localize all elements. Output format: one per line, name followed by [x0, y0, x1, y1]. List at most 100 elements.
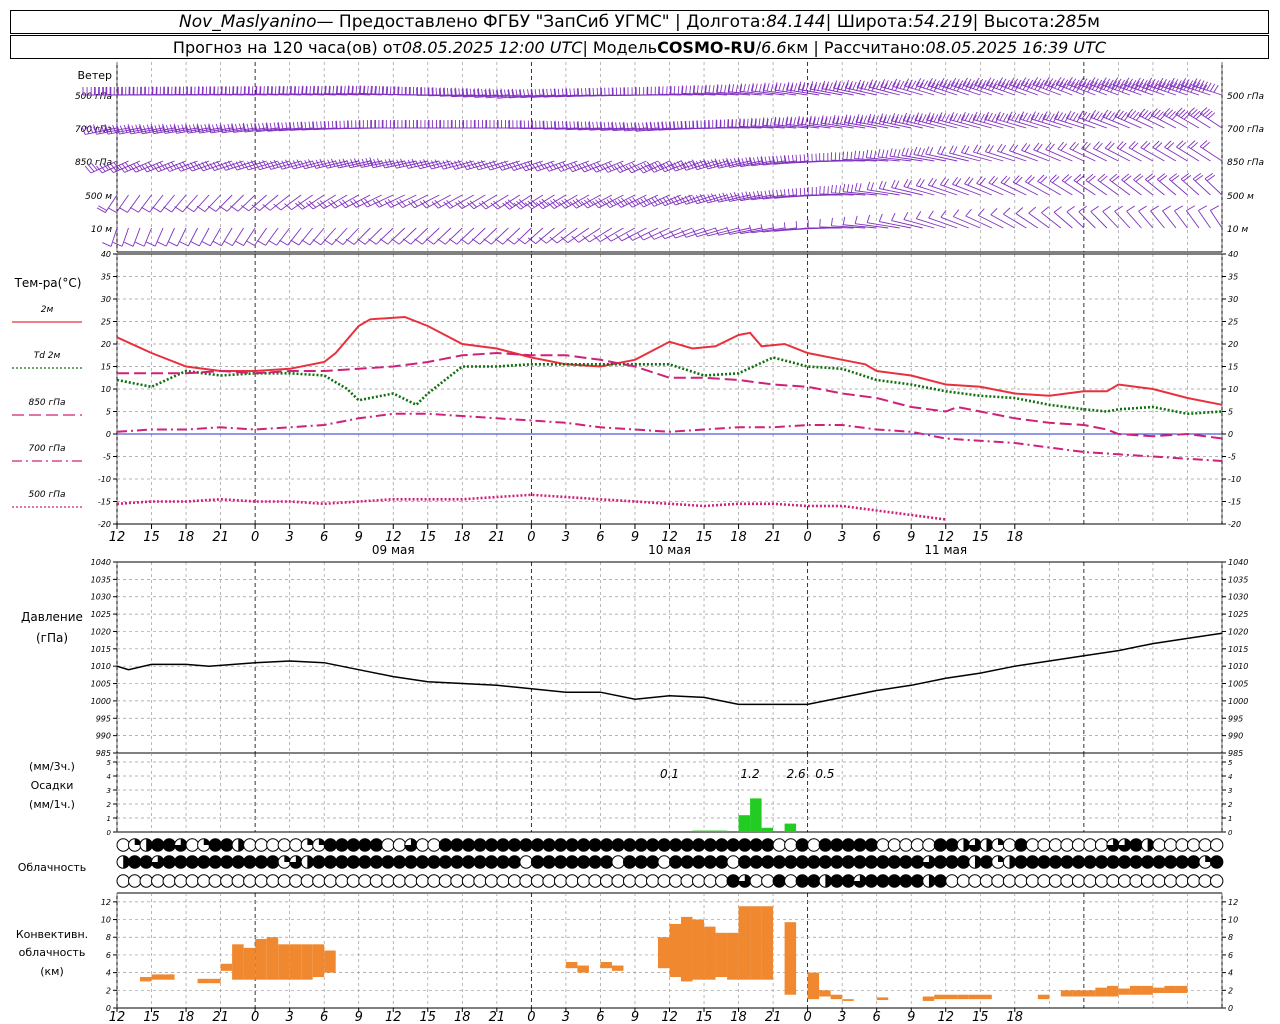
- cloud-symbol: [415, 855, 430, 869]
- wind-barb: [964, 176, 992, 196]
- cloud-label: Облачность: [18, 861, 87, 874]
- cloud-symbol: [887, 838, 902, 852]
- cloud-symbol: [197, 874, 211, 888]
- wind-level-label-1: 700 гПа: [75, 125, 112, 135]
- precip-panel-tick-label-right: 5: [1228, 759, 1233, 767]
- wind-barb: [1163, 107, 1188, 129]
- cloud-symbol: [1209, 855, 1224, 869]
- wind-barb: [949, 112, 981, 129]
- cloud-symbol: [761, 855, 775, 869]
- temp-label: Тем-ра(°С): [14, 276, 82, 290]
- wind-barb: [659, 160, 693, 173]
- wind-barb: [988, 175, 1016, 196]
- temp-panel-tick-label-right: 40: [1228, 250, 1238, 259]
- cloud-symbol: [1186, 838, 1201, 852]
- cloud-symbol: [841, 838, 856, 852]
- cloud-symbol: [588, 874, 602, 888]
- cloud-symbol: [197, 855, 211, 869]
- temp-panel-tick-label-left: -15: [98, 498, 111, 507]
- cloud-symbol: [231, 838, 246, 852]
- wind-barb: [185, 194, 210, 213]
- conv-panel-tick-label-left: 4: [106, 969, 111, 978]
- x-tick-label-bottom: 21: [212, 1010, 229, 1024]
- cloud-symbol: [496, 855, 510, 869]
- cloud-symbol: [807, 855, 821, 869]
- wind-barb: [1078, 77, 1108, 96]
- wind-barb: [569, 194, 601, 209]
- wind-barb: [1012, 175, 1039, 196]
- wind-barb: [186, 160, 221, 172]
- wind-barb: [425, 227, 452, 245]
- cloud-symbol: [404, 838, 418, 852]
- x-tick-label-bottom: 21: [489, 1010, 506, 1024]
- cloud-symbol: [669, 838, 683, 852]
- cloud-symbol: [979, 838, 994, 852]
- cloud-symbol: [853, 855, 867, 869]
- wind-barb: [443, 194, 475, 209]
- x-tick-label-bottom: 15: [972, 1010, 989, 1024]
- temp-series-1: [116, 356, 1223, 416]
- cloud-symbol: [162, 874, 176, 888]
- wind-barb: [553, 120, 589, 130]
- wind-barb: [830, 152, 866, 162]
- wind-barb: [527, 227, 555, 244]
- wind-barb: [637, 160, 670, 174]
- cloud-symbol: [346, 855, 361, 869]
- wind-barb: [940, 209, 969, 229]
- cloud-symbol: [1037, 855, 1051, 869]
- cloud-symbol: [139, 838, 153, 852]
- cloud-symbol: [220, 855, 234, 869]
- pressure-panel-tick-label-right: 1000: [1228, 697, 1248, 706]
- cloud-symbol: [220, 874, 234, 888]
- cloud-symbol: [1163, 874, 1178, 888]
- cloud-symbol: [726, 838, 740, 852]
- conv-bar-2: [163, 974, 175, 980]
- wind-barb: [830, 184, 866, 196]
- cloud-symbol: [657, 855, 671, 869]
- wind-barb: [797, 81, 831, 96]
- wind-barb: [175, 160, 210, 172]
- wind-barb: [637, 194, 670, 208]
- temp-panel-tick-label-left: 25: [101, 318, 111, 327]
- wind-barb: [471, 227, 498, 245]
- cloud-symbol: [427, 874, 441, 888]
- wind-barb: [1116, 141, 1142, 162]
- wind-barb: [844, 80, 877, 96]
- x-tick-label-bottom: 0: [803, 1010, 811, 1024]
- cloud-symbol: [300, 838, 315, 852]
- cloud-symbol: [726, 874, 740, 888]
- wind-barb: [234, 227, 256, 246]
- computed-time: 08.05.2025 16:39 UTC: [925, 37, 1107, 57]
- cloud-symbol: [795, 874, 810, 888]
- temp-panel-tick-label-right: 15: [1228, 363, 1238, 372]
- wind-barb: [1192, 78, 1223, 96]
- model-resolution: 6.6: [761, 37, 787, 57]
- precip-total-2: 2.6: [787, 767, 806, 781]
- cloud-symbol: [864, 874, 879, 888]
- cloud-symbol: [461, 838, 476, 852]
- cloud-symbol: [427, 855, 441, 869]
- x-tick-label-bottom: 12: [661, 1010, 678, 1024]
- wind-level-label-right-1: 700 гПа: [1227, 125, 1264, 135]
- wind-barb: [1020, 77, 1050, 96]
- wind-barb: [531, 120, 566, 130]
- wind-barb: [855, 114, 889, 129]
- cloud-symbol: [818, 838, 833, 852]
- wind-barb: [251, 194, 279, 211]
- wind-barb: [625, 160, 659, 174]
- wind-barb: [937, 145, 969, 162]
- wind-barb: [242, 122, 279, 133]
- wind-barb: [323, 227, 348, 246]
- cloud-symbol: [1071, 874, 1086, 888]
- wind-barb: [135, 227, 152, 247]
- conv-panel-tick-label-left: 2: [106, 986, 111, 995]
- conv-bar-38: [957, 994, 969, 1000]
- model-sep: /: [755, 37, 762, 57]
- cloud-symbol: [473, 874, 487, 888]
- temp-legend-label-0: 2м: [41, 305, 54, 315]
- wind-barb: [1090, 205, 1108, 229]
- cloud-symbol: [945, 874, 959, 888]
- wind-barb: [1030, 111, 1061, 129]
- wind-barb: [1121, 173, 1142, 196]
- cloud-symbol: [622, 855, 637, 869]
